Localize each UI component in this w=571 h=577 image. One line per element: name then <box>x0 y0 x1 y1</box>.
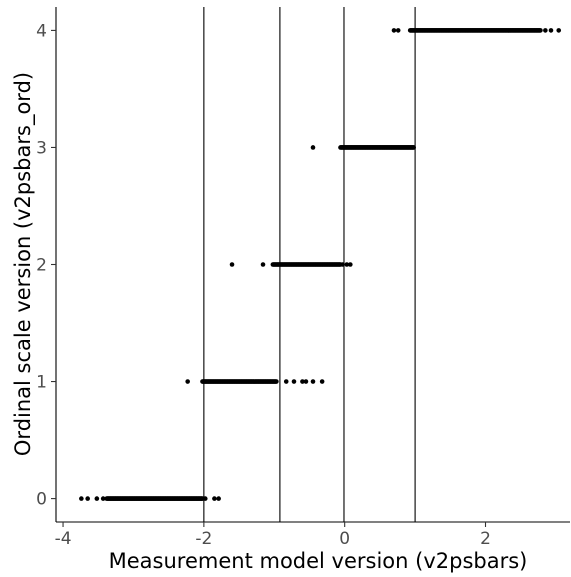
data-point <box>395 28 401 33</box>
data-point <box>411 145 416 150</box>
data-point <box>283 379 289 384</box>
tick-marks <box>51 29 487 527</box>
y-axis-title: Ordinal scale version (v2psbars_ord) <box>11 72 36 456</box>
x-tick-label: 0 <box>339 529 350 549</box>
data-point <box>344 262 350 267</box>
data-point <box>79 496 84 501</box>
y-tick-label: 0 <box>36 490 47 510</box>
data-point <box>303 379 309 384</box>
data-point <box>310 145 316 150</box>
x-tick-label: -2 <box>195 529 212 549</box>
data-point <box>212 496 217 501</box>
y-tick-label: 2 <box>36 256 47 276</box>
data-point <box>229 262 235 267</box>
data-point <box>94 496 100 501</box>
y-tick-label: 4 <box>36 21 47 41</box>
data-point <box>274 379 279 384</box>
data-point <box>340 262 345 267</box>
data-point <box>85 496 90 501</box>
tick-labels: -4 -2 0 2 0 1 2 3 4 <box>36 21 491 549</box>
data-point <box>319 379 325 384</box>
data-point <box>300 379 305 384</box>
data-point <box>260 262 266 267</box>
data-point <box>538 28 543 33</box>
data-point <box>348 262 353 267</box>
data-points <box>79 28 562 501</box>
data-point <box>291 379 297 384</box>
x-tick-label: 2 <box>480 529 491 549</box>
data-point <box>548 28 554 33</box>
y-tick-label: 3 <box>36 138 47 158</box>
x-axis-title: Measurement model version (v2psbars) <box>109 549 528 573</box>
data-point <box>556 28 562 33</box>
data-point <box>202 496 208 501</box>
data-point <box>310 379 316 384</box>
x-tick-label: -4 <box>55 529 72 549</box>
data-point <box>216 496 221 501</box>
data-point <box>100 496 106 501</box>
y-tick-label: 1 <box>36 373 47 393</box>
data-point <box>391 28 397 33</box>
data-point <box>543 28 548 33</box>
data-point <box>185 379 190 384</box>
